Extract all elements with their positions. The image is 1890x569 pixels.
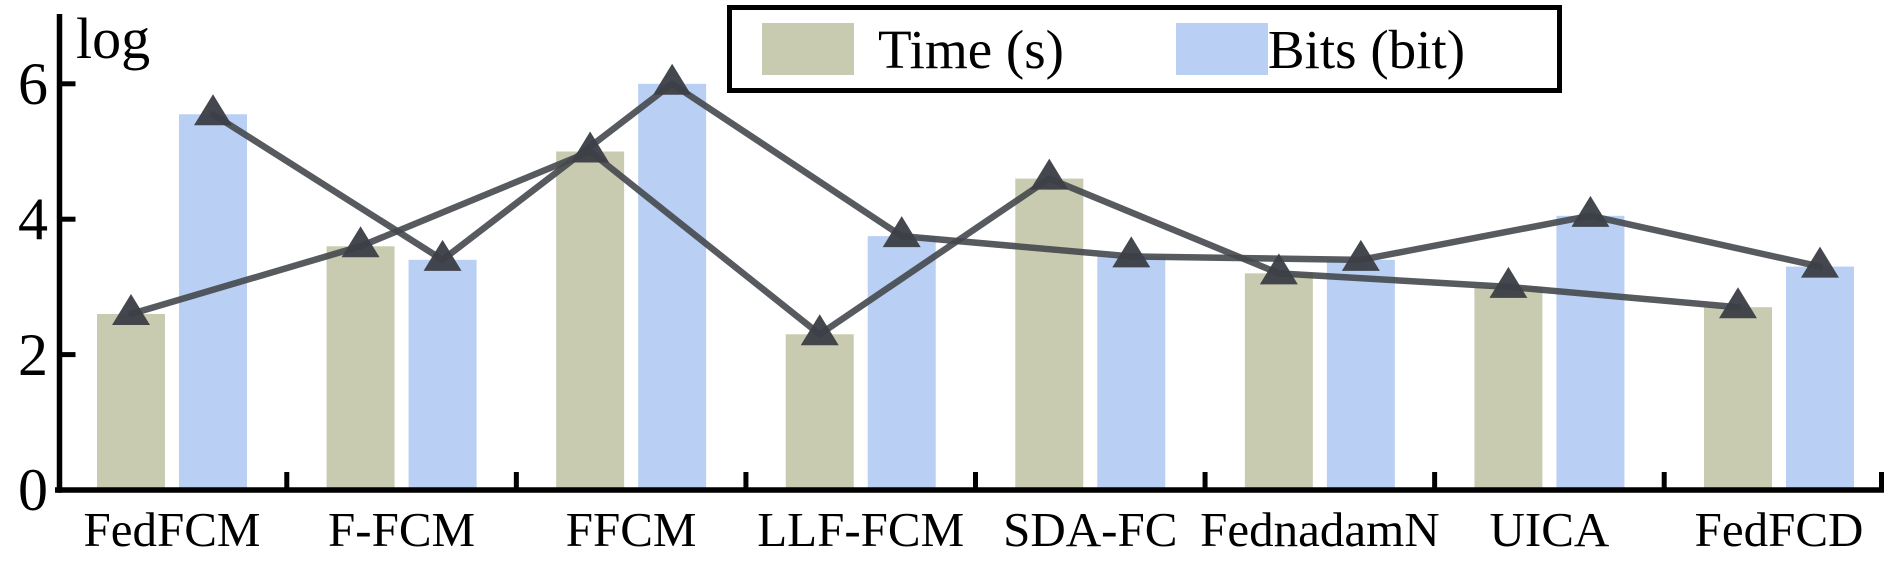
bar-bits-FedFCD <box>1785 266 1854 492</box>
marker-triangle-bits-FedFCM <box>194 94 232 126</box>
marker-triangle-bits-SDA-FC <box>1112 236 1151 268</box>
bar-time-SDA-FC <box>1015 178 1084 492</box>
bar-bits-LLF-FCM <box>867 236 936 492</box>
marker-triangle-bits-FednadamN <box>1341 239 1380 271</box>
legend: Time (s) Bits (bit) <box>727 5 1562 93</box>
marker-triangle-bits-UICA <box>1571 195 1610 227</box>
bar-time-FedFCD <box>1703 307 1772 492</box>
y-tick-label-6: 6 <box>18 50 48 117</box>
bar-bits-SDA-FC <box>1097 256 1166 492</box>
legend-label-bits: Bits (bit) <box>1267 18 1466 80</box>
marker-triangle-time-F-FCM <box>341 226 380 258</box>
x-tick-label-FedFCM: FedFCM <box>83 502 261 557</box>
bar-time-FednadamN <box>1244 273 1313 492</box>
bar-bits-FFCM <box>638 83 707 493</box>
x-tick-label-FFCM: FFCM <box>565 502 697 557</box>
marker-triangle-bits-FFCM <box>653 63 692 95</box>
marker-triangle-time-UICA <box>1489 266 1528 298</box>
y-tick-label-2: 2 <box>18 321 48 388</box>
bar-time-FedFCM <box>97 313 165 492</box>
marker-triangle-bits-LLF-FCM <box>882 216 921 248</box>
marker-triangle-time-SDA-FC <box>1030 158 1069 190</box>
y-tick-label-0: 0 <box>18 457 48 523</box>
x-tick-label-FednadamN: FednadamN <box>1200 502 1440 557</box>
marker-triangle-bits-F-FCM <box>423 239 462 271</box>
x-tick-label-F-FCM: F-FCM <box>328 502 476 557</box>
x-tick-label-LLF-FCM: LLF-FCM <box>757 502 965 557</box>
legend-label-time: Time (s) <box>878 18 1064 80</box>
marker-triangle-bits-FedFCD <box>1800 246 1839 278</box>
legend-swatch-time <box>762 23 854 75</box>
x-tick-label-UICA: UICA <box>1489 502 1610 557</box>
bar-time-LLF-FCM <box>785 334 854 492</box>
legend-swatch-bits <box>1175 23 1268 75</box>
bar-time-UICA <box>1474 286 1543 492</box>
marker-triangle-time-FedFCD <box>1718 287 1757 319</box>
bar-bits-F-FCM <box>408 259 477 492</box>
marker-triangle-time-LLF-FCM <box>800 314 839 346</box>
bar-time-FFCM <box>556 151 625 492</box>
marker-triangle-time-FednadamN <box>1259 253 1298 285</box>
bar-bits-UICA <box>1556 215 1625 492</box>
bar-bits-FednadamN <box>1326 259 1395 492</box>
y-tick-label-4: 4 <box>18 186 48 253</box>
bar-time-F-FCM <box>326 246 395 492</box>
line-series-bits <box>209 80 1824 270</box>
x-tick-label-FedFCD: FedFCD <box>1694 502 1864 557</box>
bar-bits-FedFCM <box>179 114 247 492</box>
marker-triangle-time-FedFCM <box>112 293 150 325</box>
x-tick-label-SDA-FC: SDA-FC <box>1003 502 1178 557</box>
y-axis-title: log <box>76 6 151 71</box>
marker-triangle-time-FFCM <box>571 131 610 163</box>
